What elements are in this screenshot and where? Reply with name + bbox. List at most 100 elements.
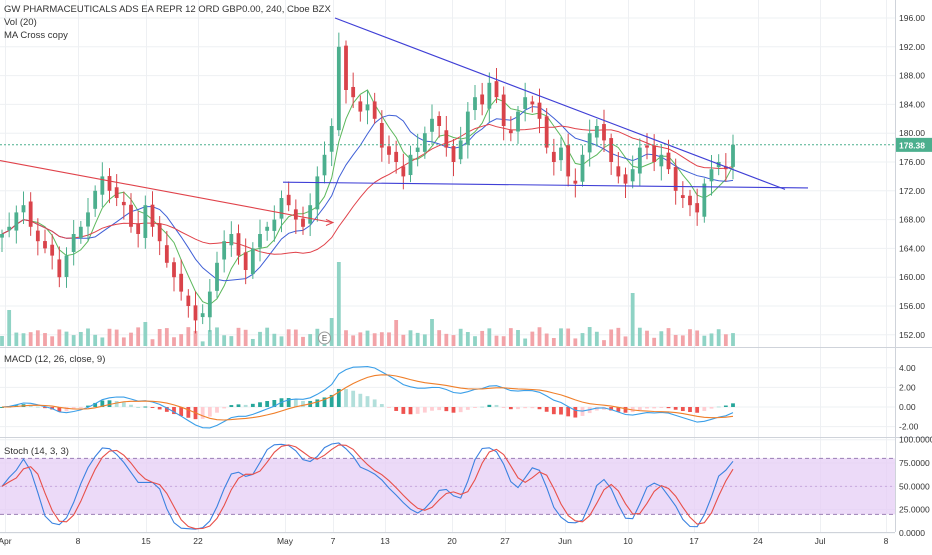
- candle-body: [100, 176, 105, 195]
- candle-body: [508, 130, 513, 134]
- price-tick-label: 152.00: [899, 330, 925, 340]
- candle-body: [308, 205, 313, 224]
- volume-bar: [680, 335, 685, 346]
- macd-histogram-bar: [129, 404, 133, 407]
- candle-body: [408, 154, 413, 176]
- candle-body: [179, 273, 184, 292]
- volume-bar: [193, 330, 198, 346]
- volume-bar: [394, 320, 399, 346]
- macd-histogram-bar: [372, 399, 377, 407]
- stoch-tick-label: 100.0000: [899, 435, 932, 445]
- candle-body: [272, 219, 277, 231]
- candle-body: [731, 144, 735, 167]
- volume-bar: [179, 334, 184, 346]
- candle-body: [394, 151, 399, 162]
- candle-body: [186, 295, 191, 306]
- price-tick-label: 160.00: [899, 272, 925, 282]
- macd-pane[interactable]: [0, 349, 895, 435]
- time-axis[interactable]: Apr 8 15 22 May 7 13 20 27 Jun 10 17 24 Jul 8: [0, 536, 889, 546]
- volume-bar: [229, 336, 234, 346]
- volume-bar: [616, 327, 621, 346]
- candle-body: [229, 234, 234, 246]
- volume-bar: [415, 332, 420, 346]
- volume-bar: [537, 327, 542, 346]
- macd-histogram-bar: [286, 398, 291, 407]
- volume-bar: [336, 262, 341, 346]
- volume-bar: [666, 328, 671, 346]
- macd-histogram-bar: [616, 407, 621, 412]
- time-tick-label: Apr: [0, 536, 12, 546]
- earnings-marker[interactable]: [318, 331, 331, 345]
- macd-histogram-bar: [358, 393, 363, 407]
- candle-body: [673, 167, 678, 191]
- volume-bar: [580, 333, 585, 346]
- volume-bar: [286, 329, 291, 346]
- volume-bar: [315, 328, 320, 346]
- macd-tick-label: 2.00: [899, 382, 916, 392]
- macd-histogram-bar: [250, 403, 255, 407]
- candle-body: [279, 198, 284, 219]
- macd-histogram-bar: [688, 407, 692, 413]
- macd-histogram-bar: [121, 402, 126, 407]
- volume-bar: [265, 327, 270, 346]
- volume-bar: [709, 333, 714, 346]
- macd-histogram-bar: [551, 407, 556, 415]
- time-tick-label: 27: [500, 536, 510, 546]
- volume-bar: [114, 329, 119, 346]
- volume-bar: [107, 328, 112, 346]
- macd-histogram-bar: [659, 407, 664, 408]
- price-tick-label: 196.00: [899, 13, 925, 23]
- price-pane[interactable]: [0, 0, 895, 346]
- macd-histogram-bar: [695, 407, 700, 413]
- macd-histogram-bar: [422, 407, 427, 413]
- volume-bar: [28, 332, 33, 346]
- macd-histogram-bar: [64, 407, 69, 412]
- volume-bar: [430, 319, 434, 346]
- stoch-tick-label: 50.0000: [899, 481, 930, 491]
- volume-bar: [695, 330, 700, 346]
- time-tick-label: 8: [76, 536, 81, 546]
- stoch-k-line: [1, 442, 734, 530]
- volume-bar: [365, 330, 370, 346]
- macd-histogram-bar: [458, 407, 463, 413]
- volume-bar: [329, 318, 334, 346]
- volume-bar: [372, 333, 377, 346]
- macd-histogram-bar: [157, 407, 162, 410]
- volume-bar: [186, 327, 191, 346]
- volume-bar: [559, 328, 563, 346]
- time-tick-label: 7: [331, 536, 336, 546]
- candle-body: [523, 97, 528, 110]
- red-trendline-arrow: [325, 219, 335, 226]
- volume-bar: [645, 330, 649, 346]
- macd-histogram-bar: [594, 407, 599, 411]
- macd-histogram-bar: [494, 404, 499, 407]
- volume-bar: [236, 327, 241, 346]
- candle-body: [637, 147, 642, 174]
- volume-bar: [594, 331, 599, 346]
- volume-bar: [301, 336, 305, 346]
- macd-histogram-bar: [731, 403, 735, 407]
- volume-bar: [673, 334, 678, 346]
- volume-bar: [35, 330, 40, 346]
- price-axis[interactable]: 152.00 156.00 160.00 164.00 168.00 172.00 176.…: [896, 13, 932, 538]
- macd-line: [1, 366, 734, 429]
- ma-legend: MA Cross copy: [4, 30, 68, 41]
- support-line: [282, 181, 809, 189]
- macd-histogram-bar: [566, 407, 571, 417]
- macd-histogram-bar: [28, 405, 33, 407]
- volume-bar: [731, 333, 735, 346]
- macd-histogram-bar: [93, 402, 98, 407]
- volume-bar: [150, 339, 155, 346]
- macd-histogram-bar: [573, 407, 578, 418]
- candle-body: [379, 123, 384, 148]
- macd-histogram-bar: [387, 407, 391, 408]
- macd-histogram-bar: [71, 407, 76, 410]
- macd-histogram-bar: [143, 406, 148, 408]
- macd-legend: MACD (12, 26, close, 9): [4, 354, 105, 365]
- last-price-badge: [896, 137, 932, 152]
- macd-histogram-bar: [680, 407, 685, 412]
- candle-body: [415, 147, 420, 152]
- macd-histogram-bar: [293, 399, 298, 407]
- candle-body: [129, 204, 133, 227]
- time-tick-label: 13: [380, 536, 390, 546]
